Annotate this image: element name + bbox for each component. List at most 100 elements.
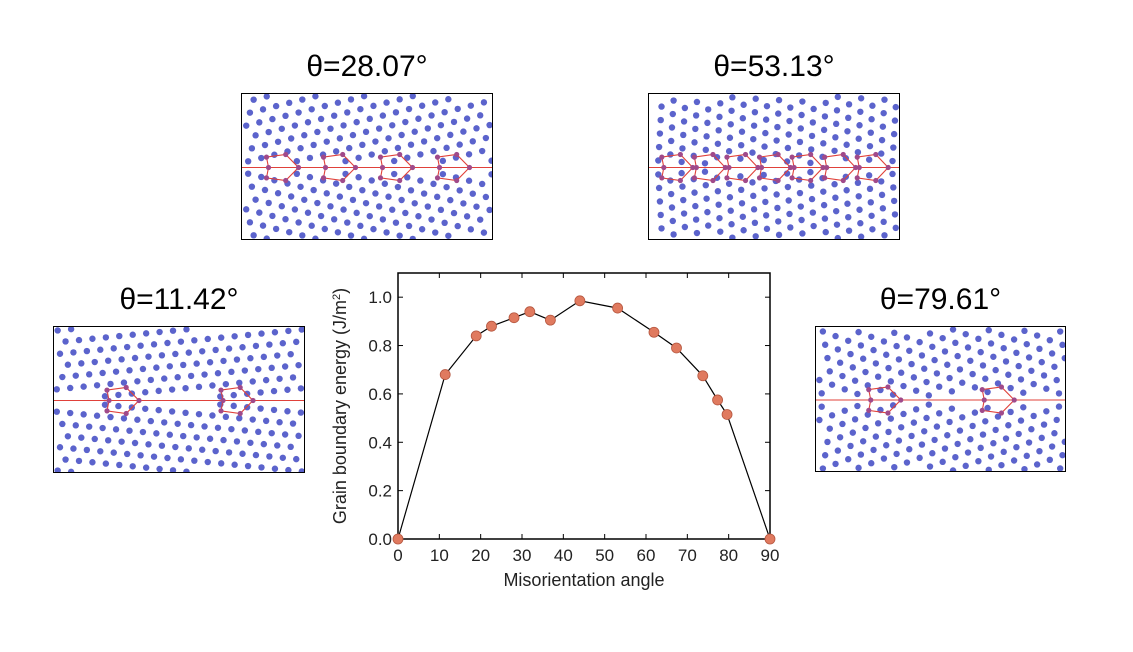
atom: [379, 112, 387, 119]
boundary-atom: [756, 154, 763, 160]
atom: [740, 227, 747, 234]
boundary-atom: [397, 177, 403, 184]
atom: [855, 193, 862, 200]
atom: [314, 128, 321, 136]
atom: [831, 147, 838, 154]
atom: [855, 135, 862, 142]
data-point: [486, 320, 497, 332]
atom: [784, 144, 792, 152]
atom: [67, 468, 75, 472]
boundary-atom: [454, 177, 460, 184]
atom: [881, 96, 888, 103]
atom: [971, 409, 979, 416]
boundary-atom: [434, 175, 441, 181]
x-tick-label: 30: [513, 546, 532, 565]
atom: [139, 365, 147, 373]
atom: [1025, 439, 1033, 446]
atom: [183, 468, 190, 472]
atom: [824, 354, 831, 362]
atom: [417, 177, 424, 184]
atom: [259, 222, 267, 229]
atom: [948, 388, 956, 395]
atom: [299, 232, 306, 239]
atom: [668, 204, 676, 211]
atom: [808, 182, 815, 189]
atom: [67, 409, 74, 417]
atom: [278, 125, 285, 132]
atom: [250, 96, 257, 103]
atom: [749, 179, 756, 186]
atom: [370, 102, 377, 110]
atom: [868, 212, 875, 219]
atom: [897, 369, 905, 376]
atom: [258, 464, 265, 471]
atom: [857, 220, 864, 227]
x-axis-ticks: 0 10 20 30 40 50 60 70 80 90: [393, 273, 779, 565]
atom: [836, 434, 844, 441]
atom: [260, 353, 268, 361]
atom: [816, 376, 823, 384]
atom: [312, 94, 319, 100]
atom: [977, 444, 984, 452]
atom: [467, 226, 475, 233]
atom: [120, 415, 128, 422]
boundary-atom: [436, 164, 443, 171]
atom: [301, 196, 308, 203]
atom: [716, 214, 723, 222]
atom: [204, 458, 211, 466]
atom: [1021, 327, 1028, 335]
atom: [669, 217, 676, 225]
boundary-atom: [377, 175, 384, 181]
atom: [657, 116, 664, 124]
atom: [821, 341, 829, 348]
atom: [360, 94, 368, 100]
atom: [883, 442, 890, 449]
atom: [808, 132, 816, 140]
atom: [839, 420, 846, 428]
atom: [870, 446, 877, 454]
atom: [799, 230, 806, 237]
atom: [134, 416, 141, 423]
atom: [360, 235, 368, 239]
atom: [469, 190, 476, 197]
atom: [857, 95, 865, 102]
data-point: [524, 306, 536, 318]
atom: [1020, 404, 1027, 411]
atom: [867, 199, 874, 206]
atom: [714, 188, 722, 195]
atom: [177, 456, 185, 463]
atom: [844, 128, 851, 135]
boundary-atom: [755, 164, 761, 171]
atom: [347, 96, 355, 103]
atom: [268, 429, 275, 437]
atom: [994, 380, 1002, 387]
atom: [402, 118, 409, 126]
atom: [250, 232, 257, 239]
atom: [833, 221, 841, 228]
atom: [131, 354, 139, 362]
atom: [153, 364, 160, 371]
atom: [70, 349, 77, 356]
atom: [929, 343, 936, 350]
boundary-atom: [379, 164, 386, 171]
atom: [346, 183, 353, 191]
atom: [979, 362, 987, 369]
atom: [693, 229, 701, 237]
atom: [298, 327, 304, 333]
atom: [998, 331, 1005, 339]
atom: [891, 211, 899, 218]
atom: [1048, 443, 1056, 450]
atom: [728, 107, 735, 114]
atom: [299, 96, 306, 103]
atom: [116, 332, 123, 340]
atom: [295, 109, 302, 116]
atom: [738, 186, 745, 194]
atom: [820, 140, 827, 147]
boundary-atom: [237, 410, 243, 417]
boundary-atom: [840, 151, 846, 158]
structural-units: [866, 384, 1017, 416]
atom: [340, 122, 347, 129]
atom: [738, 200, 746, 207]
atom: [332, 148, 340, 155]
atom: [389, 206, 396, 213]
